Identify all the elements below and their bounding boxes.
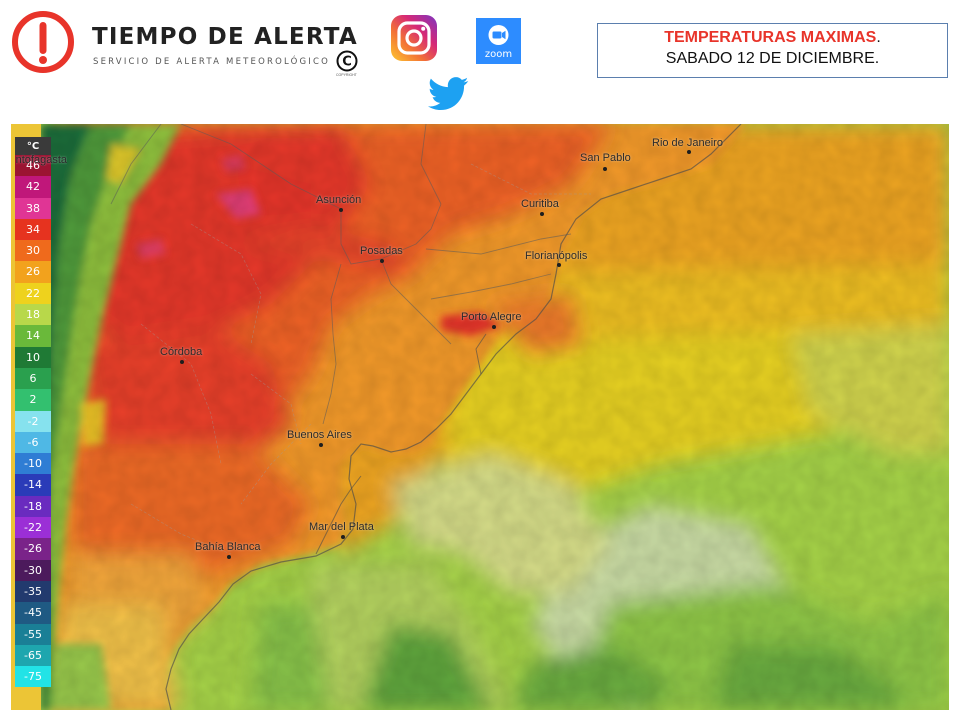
- title-box: TEMPERATURAS MAXIMAS. SABADO 12 DE DICIE…: [597, 23, 948, 78]
- city-dot: [380, 259, 384, 263]
- title-period: .: [876, 29, 881, 46]
- city-florianopolis: Florianópolis: [525, 250, 588, 262]
- legend-swatch: 30: [15, 240, 51, 262]
- legend-swatch: -26: [15, 538, 51, 560]
- city-dot: [341, 535, 345, 539]
- city-asuncion: Asunción: [316, 194, 362, 206]
- city-mar-del-plata: Mar del Plata: [309, 521, 374, 533]
- legend-swatch: 42: [15, 176, 51, 198]
- zoom-label: zoom: [485, 49, 512, 60]
- legend-swatch: 26: [15, 261, 51, 283]
- city-cordoba: Córdoba: [160, 346, 203, 358]
- city-dot: [557, 263, 561, 267]
- city-dot: [603, 167, 607, 171]
- city-dot: [227, 555, 231, 559]
- legend-swatch: 18: [15, 304, 51, 326]
- legend-swatch: -65: [15, 644, 51, 667]
- brand-subtitle: SERVICIO DE ALERTA METEOROLÓGICO: [93, 57, 331, 67]
- legend-swatch: 46: [15, 155, 51, 177]
- legend-swatch: -22: [15, 517, 51, 539]
- temperature-legend: °C 46 42 38 34 30 26 22 18 14 10 6 2 -2 -6 -10 -14 -18 -2…: [15, 137, 51, 688]
- city-curitiba: Curitiba: [521, 198, 559, 210]
- legend-swatch: 6: [15, 367, 51, 390]
- legend-swatch: -14: [15, 474, 51, 496]
- temperature-map: [11, 124, 949, 710]
- city-dot: [319, 443, 323, 447]
- city-bahia-blanca: Bahía Blanca: [195, 541, 261, 553]
- legend-swatch: 10: [15, 346, 51, 368]
- legend-swatch: 14: [15, 325, 51, 347]
- city-san-pablo: San Pablo: [580, 152, 631, 164]
- legend-swatch: -55: [15, 623, 51, 645]
- instagram-icon[interactable]: [390, 14, 438, 62]
- city-porto-alegre: Porto Alegre: [461, 311, 522, 323]
- svg-text:C: C: [342, 55, 352, 70]
- alert-logo-icon: [12, 11, 74, 73]
- legend-swatch: -18: [15, 495, 51, 518]
- legend-swatch: -10: [15, 453, 51, 475]
- city-dot: [687, 150, 691, 154]
- legend-swatch: 38: [15, 197, 51, 219]
- legend-swatch: -45: [15, 602, 51, 624]
- legend-swatch: -30: [15, 559, 51, 581]
- legend-swatch: 34: [15, 218, 51, 241]
- city-label-partial: Antofagasta: [16, 154, 67, 166]
- city-dot: [540, 212, 544, 216]
- copyright-text: COPYRIGHT: [336, 73, 357, 77]
- city-posadas: Posadas: [360, 245, 403, 257]
- legend-swatch: -2: [15, 410, 51, 432]
- city-dot: [180, 360, 184, 364]
- twitter-icon[interactable]: [428, 76, 469, 112]
- title-date: SABADO 12 DE DICIEMBRE.: [665, 50, 880, 67]
- legend-swatch: -75: [15, 666, 51, 688]
- title-highlight: TEMPERATURAS MAXIMAS: [664, 29, 877, 46]
- legend-swatch: -35: [15, 580, 51, 603]
- city-dot: [492, 325, 496, 329]
- zoom-icon[interactable]: zoom: [476, 18, 521, 64]
- city-dot: [339, 208, 343, 212]
- brand-title: TIEMPO DE ALERTA: [92, 24, 358, 50]
- legend-swatch: 2: [15, 389, 51, 411]
- city-buenos-aires: Buenos Aires: [287, 429, 352, 441]
- legend-swatch: 22: [15, 282, 51, 305]
- copyright-icon: C: [336, 50, 358, 72]
- city-rio-de-janeiro: Rio de Janeiro: [652, 137, 723, 149]
- legend-unit: °C: [15, 137, 51, 155]
- legend-swatch: -6: [15, 431, 51, 454]
